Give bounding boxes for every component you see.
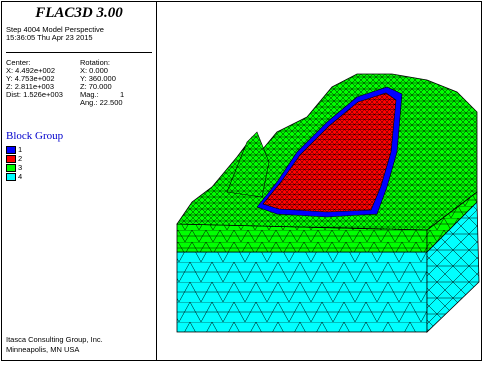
group2-sliding-mass (262, 92, 397, 213)
rotation-y: Y: 360.000 (80, 74, 116, 83)
legend-swatch (6, 155, 16, 163)
app-title: FLAC3D 3.00 (35, 5, 123, 21)
company-location: Minneapolis, MN USA (6, 345, 80, 354)
legend-swatch (6, 173, 16, 181)
legend-swatch (6, 146, 16, 154)
distance: Dist: 1.526e+003 (6, 90, 63, 99)
timestamp: 15:36:05 Thu Apr 23 2015 (6, 33, 93, 42)
model-render (176, 73, 480, 333)
magnification-label: Mag.: (80, 90, 99, 99)
legend-swatch (6, 164, 16, 172)
legend-label: 1 (18, 145, 23, 154)
rotation-z: Z: 70.000 (80, 82, 112, 91)
legend-label: 2 (18, 154, 23, 163)
view-angle: Ang.: 22.500 (80, 98, 123, 107)
info-panel: FLAC3D 3.00 Step 4004 Model Perspective … (2, 2, 157, 360)
center-y: Y: 4.753e+002 (6, 74, 55, 83)
legend-label: 4 (18, 172, 23, 181)
rotation-label: Rotation: (80, 58, 111, 67)
divider (6, 52, 152, 53)
left-peak (226, 131, 270, 198)
company-name: Itasca Consulting Group, Inc. (6, 335, 103, 344)
legend-title: Block Group (6, 130, 64, 142)
step-line: Step 4004 Model Perspective (6, 25, 104, 34)
rotation-x: X: 0.000 (80, 66, 108, 75)
model-viewport[interactable] (157, 2, 481, 360)
magnification-value: 1 (120, 90, 125, 99)
center-z: Z: 2.811e+003 (6, 82, 55, 91)
center-label: Center: (6, 58, 31, 67)
group4-front-face (176, 251, 428, 333)
legend-label: 3 (18, 163, 23, 172)
center-x: X: 4.492e+002 (6, 66, 56, 75)
